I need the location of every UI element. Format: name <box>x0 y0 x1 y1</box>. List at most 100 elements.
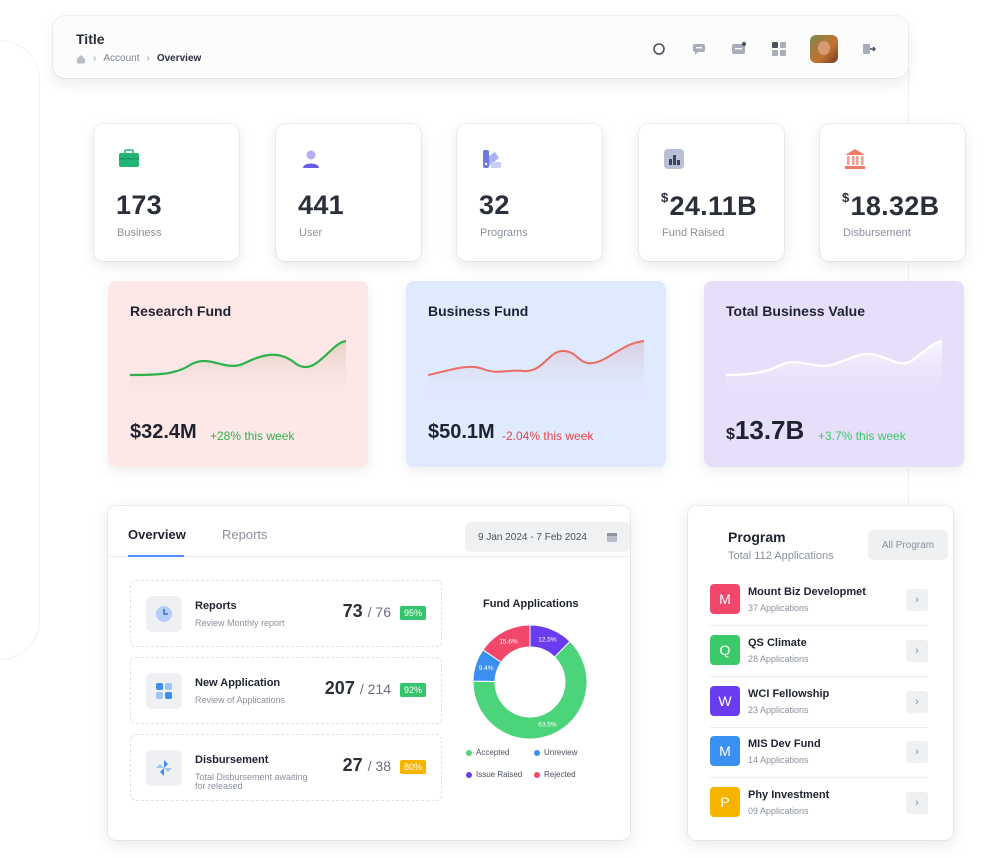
stat-card-user[interactable]: 441 User <box>276 124 421 261</box>
legend-unreview: Unreview <box>534 748 577 757</box>
fund-title: Business Fund <box>428 303 529 319</box>
currency-symbol: $ <box>661 190 669 205</box>
chevron-right-icon[interactable]: › <box>906 589 928 611</box>
search-icon[interactable] <box>650 40 668 58</box>
date-range-picker[interactable]: 9 Jan 2024 - 7 Feb 2024 <box>465 522 630 552</box>
legend-dot <box>466 771 472 778</box>
breadcrumb: › Account › Overview <box>76 53 201 64</box>
pinwheel-icon <box>146 750 182 786</box>
calendar-icon <box>606 531 618 546</box>
date-range-text: 9 Jan 2024 - 7 Feb 2024 <box>478 531 587 543</box>
logout-icon[interactable] <box>860 40 878 58</box>
program-letter-avatar: M <box>710 736 740 766</box>
program-item[interactable]: M MIS Dev Fund 14 Applications › <box>710 727 928 778</box>
page-title: Title <box>76 31 105 47</box>
fund-title: Research Fund <box>130 303 232 319</box>
fund-applications-donut: 63.5% 9.4% 15.6% 12.5% <box>472 624 588 740</box>
fund-title: Total Business Value <box>726 303 866 319</box>
top-bar: Title › Account › Overview <box>53 16 908 78</box>
business-fund-card[interactable]: Business Fund $50.1M -2.04% this week <box>406 281 666 467</box>
chevron-right-icon[interactable]: › <box>906 741 928 763</box>
legend-rejected: Rejected <box>534 770 576 779</box>
row-count-value: 73 <box>342 601 363 621</box>
chevron-right-icon: › <box>146 53 150 64</box>
all-program-button[interactable]: All Program <box>868 530 948 560</box>
program-title: Program <box>728 529 786 545</box>
overview-tabs: Overview Reports 9 Jan 2024 - 7 Feb 2024 <box>108 506 630 557</box>
chevron-right-icon[interactable]: › <box>906 640 928 662</box>
tab-overview[interactable]: Overview <box>128 527 186 542</box>
row-subtitle: Total Disbursement awaiting for released <box>195 772 308 791</box>
program-name: Mount Biz Developmet <box>748 586 866 598</box>
row-count-total: / 76 <box>367 604 391 620</box>
total-business-value-card[interactable]: Total Business Value $13.7B +3.7% this w… <box>704 281 964 467</box>
tab-reports[interactable]: Reports <box>222 527 268 542</box>
donut-slice-label: 63.5% <box>538 722 557 729</box>
overview-row-reports[interactable]: Reports Review Monthly report 73 / 76 95… <box>130 580 442 647</box>
program-item[interactable]: Q QS Climate 28 Applications › <box>710 626 928 677</box>
user-icon <box>300 148 322 170</box>
breadcrumb-overview: Overview <box>156 53 202 64</box>
chevron-right-icon: › <box>93 53 97 64</box>
program-letter-avatar: P <box>710 787 740 817</box>
program-item[interactable]: M Mount Biz Developmet 37 Applications › <box>710 575 928 626</box>
fund-number: 13.7B <box>734 415 805 445</box>
donut-slice-label: 9.4% <box>479 665 494 672</box>
legend-label: Rejected <box>544 770 576 779</box>
legend-label: Issue Raised <box>476 770 523 779</box>
stat-label: Fund Raised <box>662 227 725 239</box>
percent-badge: 95% <box>399 606 426 620</box>
apps-icon[interactable] <box>770 40 788 58</box>
legend-issue-raised: Issue Raised <box>466 770 522 779</box>
program-applications: 09 Applications <box>748 806 809 816</box>
user-avatar[interactable] <box>810 35 838 63</box>
donut-slice-label: 12.5% <box>538 636 557 643</box>
research-fund-sparkline <box>130 339 346 403</box>
chevron-right-icon[interactable]: › <box>906 691 928 713</box>
row-title: Reports <box>195 600 237 612</box>
fund-change: +28% this week <box>210 429 295 443</box>
overview-row-new-application[interactable]: New Application Review of Applications 2… <box>130 657 442 724</box>
swatch-icon <box>481 148 503 170</box>
percent-badge: 92% <box>399 683 426 697</box>
fund-value: $50.1M <box>428 421 495 443</box>
legend-accepted: Accepted <box>466 748 509 757</box>
program-item[interactable]: P Phy Investment 09 Applications › <box>710 778 928 829</box>
row-count-total: / 38 <box>367 758 391 774</box>
total-business-value-sparkline <box>726 339 942 403</box>
message-icon[interactable] <box>730 40 748 58</box>
donut-slice-label: 15.6% <box>499 638 518 645</box>
background-decoration <box>0 40 40 660</box>
stat-card-disbursement[interactable]: $18.32B Disbursement <box>820 124 965 261</box>
program-applications: 14 Applications <box>748 755 809 765</box>
grid-icon <box>146 673 182 709</box>
currency-symbol: $ <box>726 426 735 443</box>
header-actions <box>650 35 878 63</box>
program-panel: Program Total 112 Applications All Progr… <box>688 506 953 840</box>
row-count-value: 27 <box>342 755 363 775</box>
stat-card-programs[interactable]: 32 Programs <box>457 124 602 261</box>
chat-icon[interactable] <box>690 40 708 58</box>
breadcrumb-account[interactable]: Account <box>103 53 140 64</box>
program-item[interactable]: W WCI Fellowship 23 Applications › <box>710 677 928 728</box>
program-subtitle: Total 112 Applications <box>728 550 834 562</box>
stat-number: 18.32B <box>850 191 940 221</box>
program-applications: 37 Applications <box>748 603 809 613</box>
active-tab-indicator <box>128 555 184 557</box>
business-fund-sparkline <box>428 340 644 403</box>
fund-value: $32.4M <box>130 421 197 443</box>
percent-badge: 80% <box>399 760 426 774</box>
stat-value: $18.32B <box>842 190 939 222</box>
program-name: MIS Dev Fund <box>748 738 821 750</box>
research-fund-card[interactable]: Research Fund $32.4M +28% this week <box>108 281 368 467</box>
fund-change: +3.7% this week <box>818 429 906 443</box>
stat-card-business[interactable]: 173 Business <box>94 124 239 261</box>
bank-icon <box>844 148 866 170</box>
stat-card-fund-raised[interactable]: $24.11B Fund Raised <box>639 124 784 261</box>
fund-value: $13.7B <box>726 415 804 446</box>
chevron-right-icon[interactable]: › <box>906 792 928 814</box>
overview-row-disbursement[interactable]: Disbursement Total Disbursement awaiting… <box>130 734 442 801</box>
legend-dot <box>466 749 472 756</box>
program-letter-avatar: M <box>710 584 740 614</box>
home-icon[interactable] <box>76 54 86 64</box>
